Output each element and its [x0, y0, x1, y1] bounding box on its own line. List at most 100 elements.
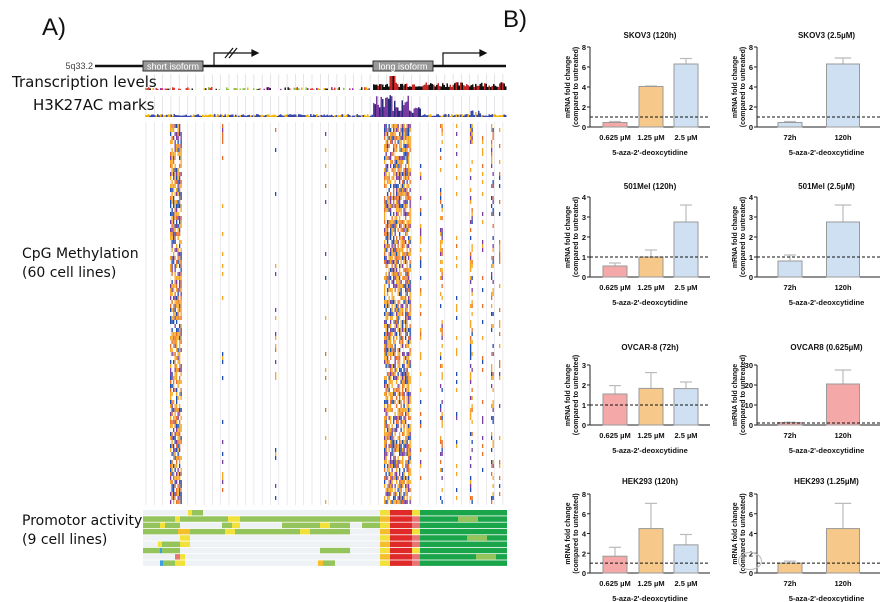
methylation-cell: [180, 424, 182, 428]
y-tick-label: 8: [749, 43, 753, 52]
methylation-cell: [396, 256, 398, 260]
methylation-cell: [408, 132, 410, 136]
methylation-cell: [390, 248, 392, 252]
methylation-cell: [174, 388, 176, 392]
y-tick-label: 0: [582, 273, 586, 282]
methylation-cell: [385, 340, 387, 344]
methylation-cell: [408, 316, 410, 320]
methylation-cell: [180, 224, 182, 228]
y-tick-label: 8: [582, 43, 586, 52]
x-tick-label: 0.625 µM: [599, 283, 630, 292]
methylation-cell: [173, 464, 175, 468]
methylation-cell: [409, 288, 411, 292]
methylation-cell: [397, 372, 399, 376]
methylation-cell: [482, 240, 484, 244]
methylation-cell: [385, 332, 387, 336]
methylation-cell: [174, 148, 176, 152]
methylation-cell: [391, 256, 393, 260]
h3k27ac-bar: [364, 114, 366, 117]
methylation-cell: [176, 392, 178, 396]
methylation-cell: [399, 156, 401, 160]
methylation-cell: [171, 160, 173, 164]
methylation-cell: [174, 336, 176, 340]
methylation-cell: [173, 340, 175, 344]
methylation-cell: [402, 484, 404, 488]
x-tick-label: 72h: [784, 579, 797, 588]
promotor-cell: [162, 547, 180, 554]
methylation-cell: [396, 324, 398, 328]
methylation-cell: [391, 380, 393, 384]
h3k27ac-bar: [421, 115, 423, 117]
methylation-cell: [400, 136, 402, 140]
methylation-cell: [170, 132, 172, 136]
methylation-cell: [399, 360, 401, 364]
methylation-cell: [177, 368, 179, 372]
methylation-cell: [441, 476, 443, 480]
methylation-cell: [387, 248, 389, 252]
methylation-cell: [385, 356, 387, 360]
methylation-cell: [405, 156, 407, 160]
h3k27ac-bar: [274, 114, 276, 117]
promotor-cell: [190, 541, 380, 547]
methylation-cell: [170, 384, 172, 388]
methylation-cell: [180, 312, 182, 316]
h3k27ac-bar: [164, 114, 166, 117]
methylation-cell: [393, 260, 395, 264]
transcription-bar: [173, 87, 175, 90]
transcription-bar: [236, 88, 238, 90]
methylation-cell: [405, 412, 407, 416]
methylation-cell: [491, 160, 493, 164]
methylation-cell: [397, 360, 399, 364]
methylation-cell: [391, 368, 393, 372]
methylation-cell: [399, 328, 401, 332]
methylation-cell: [177, 252, 179, 256]
methylation-cell: [170, 368, 172, 372]
methylation-cell: [406, 364, 408, 368]
methylation-cell: [388, 244, 390, 248]
methylation-cell: [482, 212, 484, 216]
methylation-cell: [173, 220, 175, 224]
methylation-cell: [399, 148, 401, 152]
methylation-cell: [393, 376, 395, 380]
methylation-cell: [409, 432, 411, 436]
methylation-cell: [482, 400, 484, 404]
transcription-bar: [161, 88, 163, 90]
methylation-cell: [499, 144, 501, 148]
methylation-cell: [173, 232, 175, 236]
methylation-cell: [394, 472, 396, 476]
methylation-cell: [403, 184, 405, 188]
long-isoform-box: [372, 60, 434, 72]
methylation-cell: [387, 328, 389, 332]
methylation-cell: [491, 448, 493, 452]
methylation-cell: [441, 420, 443, 424]
methylation-cell: [399, 308, 401, 312]
methylation-cell: [400, 484, 402, 488]
methylation-cell: [399, 452, 401, 456]
methylation-cell: [222, 124, 224, 128]
methylation-cell: [391, 472, 393, 476]
methylation-cell: [396, 128, 398, 132]
methylation-cell: [390, 268, 392, 272]
methylation-cell: [396, 492, 398, 496]
x-tick-label: 120h: [834, 283, 852, 292]
h3k27ac-bar: [461, 114, 463, 117]
methylation-cell: [397, 500, 399, 504]
methylation-cell: [390, 364, 392, 368]
methylation-cell: [393, 340, 395, 344]
methylation-cell: [403, 424, 405, 428]
methylation-cell: [171, 332, 173, 336]
methylation-cell: [384, 252, 386, 256]
methylation-cell: [470, 336, 472, 340]
methylation-cell: [499, 476, 501, 480]
methylation-cell: [406, 360, 408, 364]
methylation-cell: [391, 480, 393, 484]
methylation-cell: [385, 416, 387, 420]
transcription-bar: [419, 86, 421, 90]
methylation-cell: [399, 268, 401, 272]
h3k27ac-bar: [191, 115, 193, 117]
h3k27ac-label: H3K27AC marks: [33, 96, 155, 114]
methylation-cell: [390, 444, 392, 448]
transcription-bar: [323, 87, 325, 90]
methylation-cell: [440, 240, 442, 244]
methylation-cell: [176, 416, 178, 420]
